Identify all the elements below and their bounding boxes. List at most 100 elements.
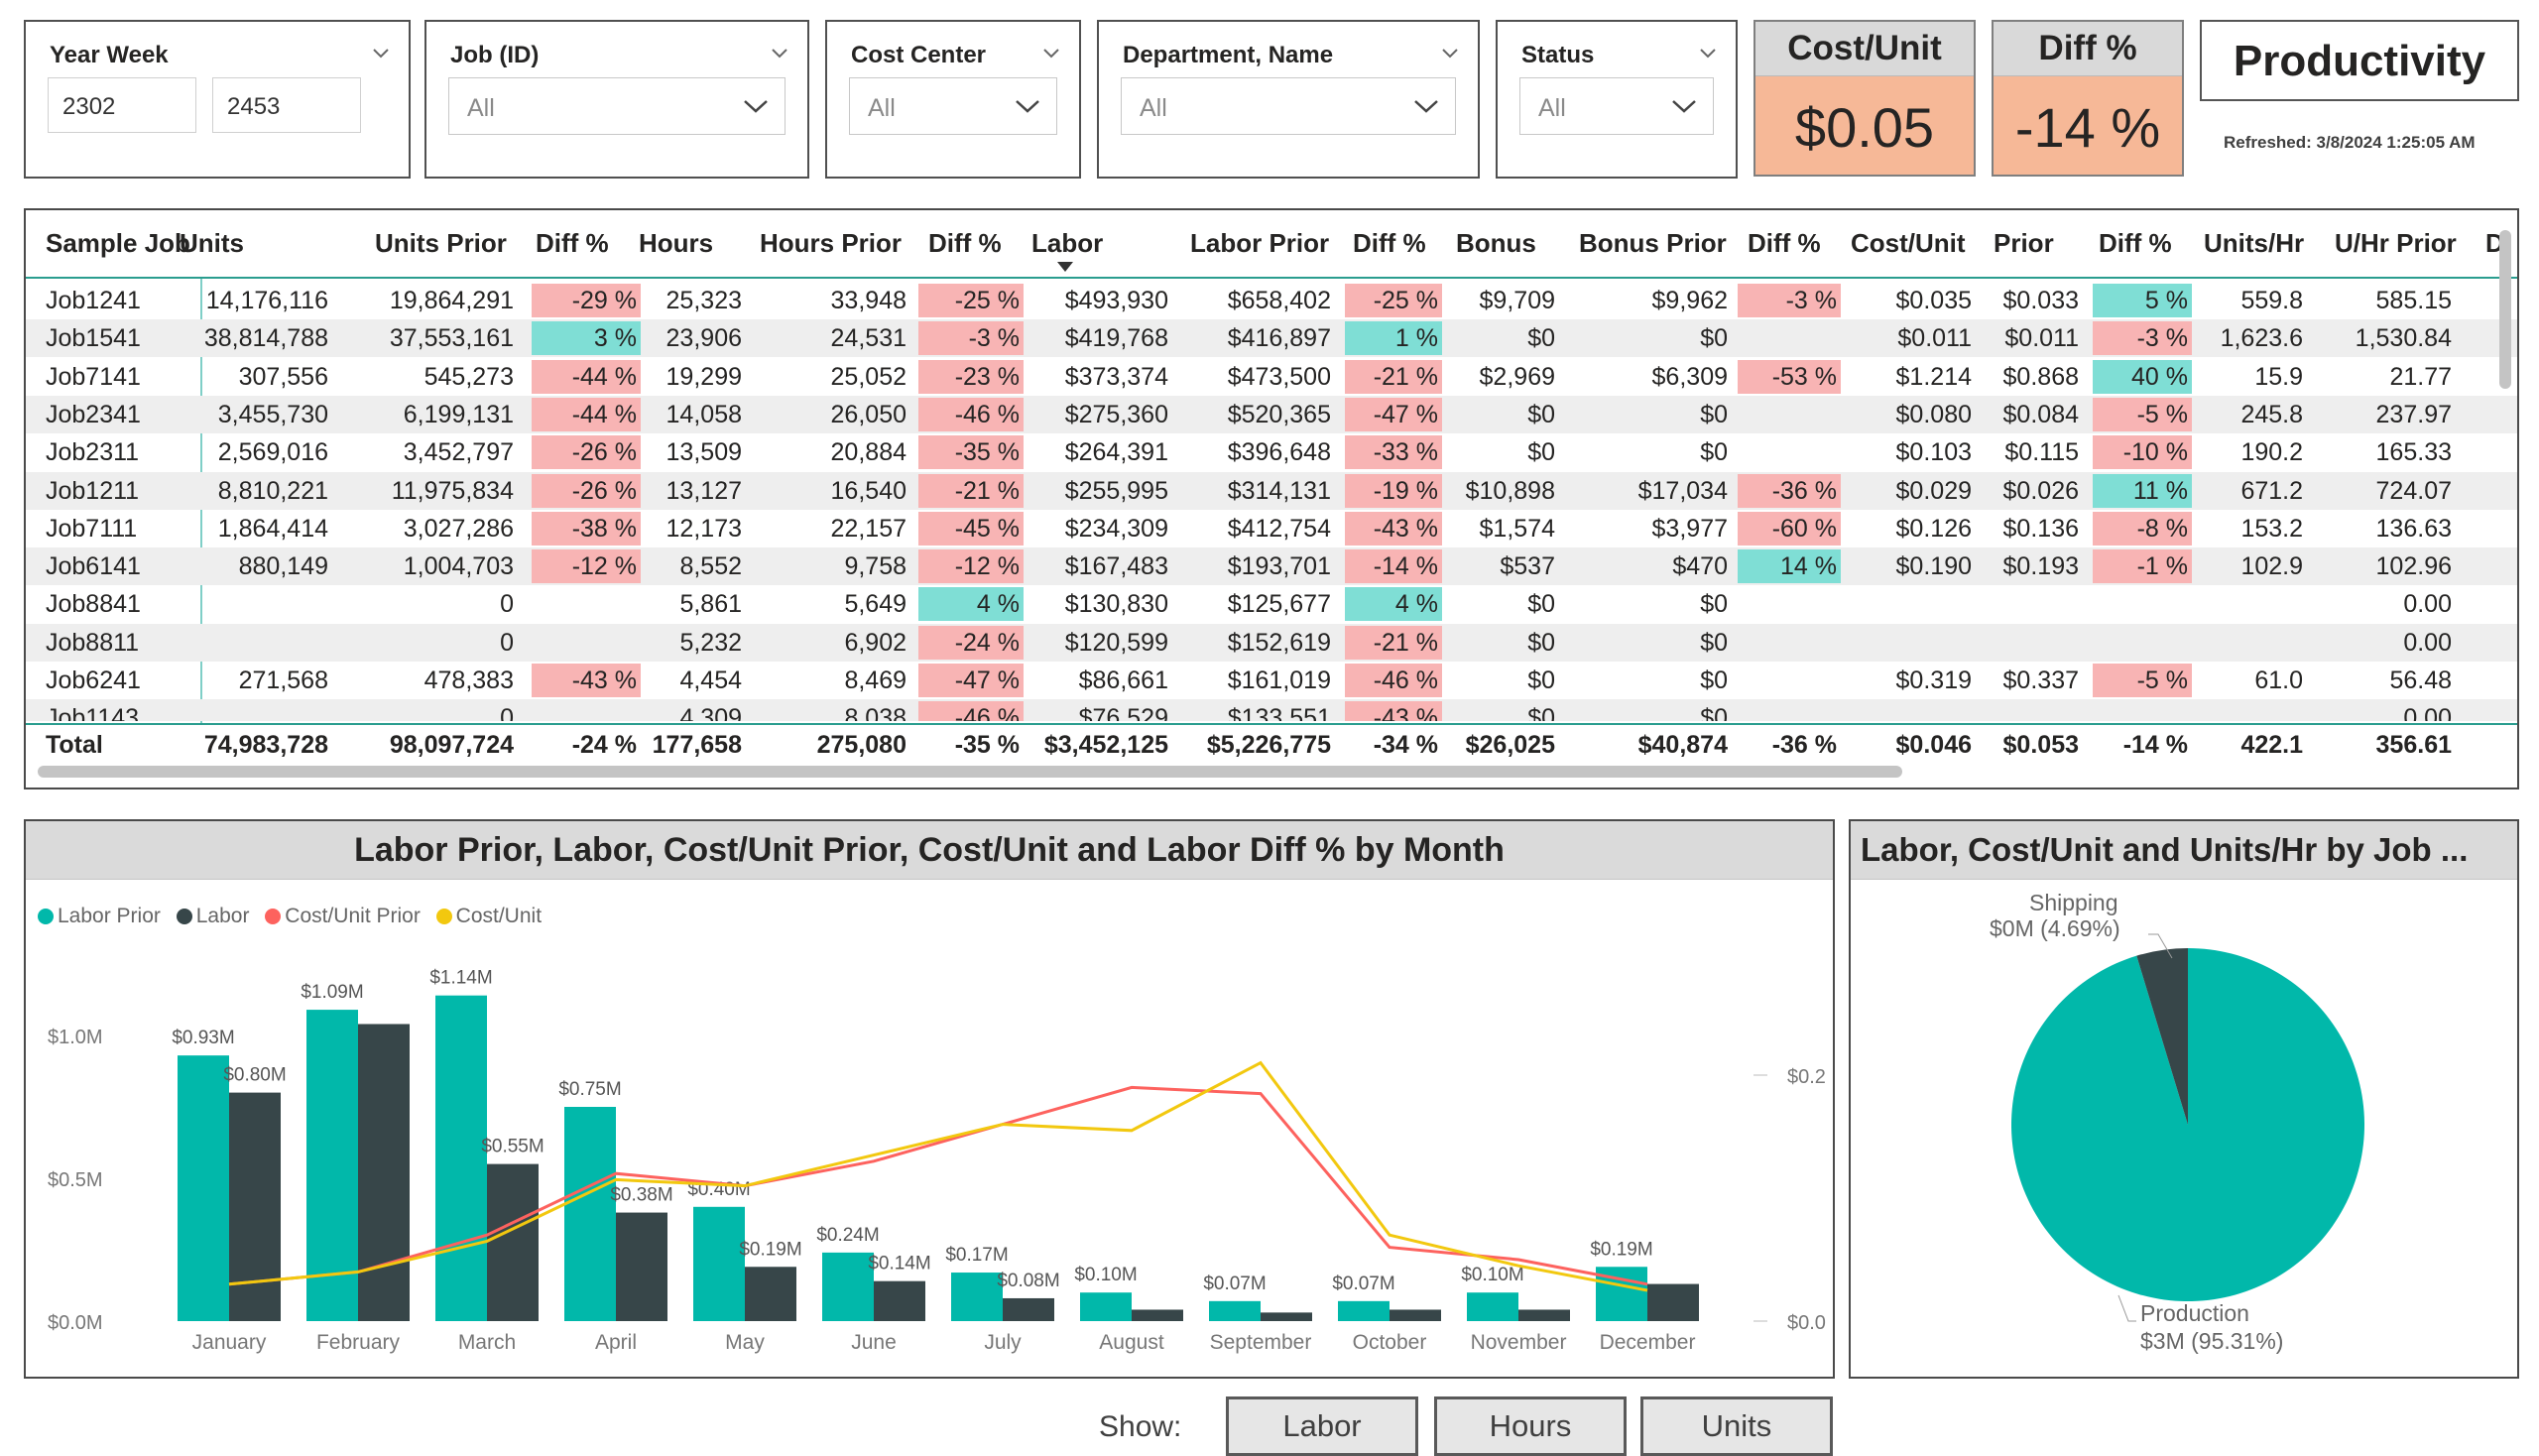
- department-slicer[interactable]: Department, Name All: [1097, 20, 1480, 179]
- data-label-labor-prior: $0.10M: [1074, 1265, 1137, 1285]
- column-header-bonus-diff[interactable]: Diff %: [1748, 228, 1821, 258]
- table-cell-cost-unit-prior: $0.193: [2002, 552, 2079, 581]
- total-cell-cost-unit-prior: $0.053: [2002, 731, 2079, 759]
- column-header-units-diff[interactable]: Diff %: [536, 228, 609, 258]
- table-cell-units: 1,864,414: [217, 514, 328, 543]
- bar-labor-prior: [822, 1252, 874, 1321]
- bar-labor-prior: [564, 1107, 616, 1321]
- sort-desc-icon[interactable]: [1057, 262, 1073, 272]
- table-cell-hours-diff: -24 %: [954, 628, 1020, 657]
- chevron-down-icon[interactable]: [371, 44, 391, 63]
- chevron-down-icon[interactable]: [1698, 44, 1718, 63]
- data-label-labor-prior: $0.07M: [1203, 1274, 1266, 1294]
- table-cell-units: 271,568: [238, 667, 328, 694]
- column-header-hours-diff[interactable]: Diff %: [928, 228, 1002, 258]
- year-week-slicer[interactable]: Year Week 2302 2453: [24, 20, 411, 179]
- diff-highlight: [532, 549, 641, 584]
- column-header-cost-unit-diff[interactable]: Diff %: [2099, 228, 2172, 258]
- show-units-button[interactable]: Units: [1640, 1396, 1833, 1456]
- column-header-labor-diff[interactable]: Diff %: [1353, 228, 1426, 258]
- diff-highlight: [2093, 664, 2192, 697]
- total-cell-units-diff: -24 %: [571, 731, 637, 759]
- table-cell-units-per-hour-prior: 165.33: [2375, 438, 2452, 467]
- table-row[interactable]: Job1241 14,176,116 19,864,291 -29 % 25,323 33…: [26, 282, 2517, 319]
- bar-labor: [229, 1092, 281, 1321]
- department-dropdown[interactable]: All: [1121, 77, 1456, 135]
- legend-labor-prior[interactable]: Labor Prior: [38, 905, 161, 928]
- table-row[interactable]: Job2311 2,569,016 3,452,797 -26 % 13,509 20,8…: [26, 433, 2517, 471]
- legend-cost-unit[interactable]: Cost/Unit: [435, 905, 542, 928]
- table-cell-labor-prior: $314,131: [1227, 476, 1331, 505]
- show-hours-button[interactable]: Hours: [1434, 1396, 1627, 1456]
- column-header-labor[interactable]: Labor: [1031, 228, 1104, 258]
- table-row[interactable]: Job8811 0 5,232 6,902 -24 % $120,599 $152,619 -…: [26, 623, 2517, 662]
- bar-labor: [1518, 1309, 1570, 1321]
- chevron-down-icon[interactable]: [1440, 44, 1460, 63]
- diff-highlight: [918, 625, 1024, 660]
- cost-unit-card: Cost/Unit $0.05: [1753, 20, 1976, 177]
- horizontal-scrollbar[interactable]: [38, 766, 1902, 778]
- chevron-down-icon[interactable]: [770, 44, 789, 63]
- cost-center-dropdown[interactable]: All: [849, 77, 1057, 135]
- column-header-bonus[interactable]: Bonus: [1456, 228, 1536, 258]
- table-row[interactable]: Job8841 0 5,861 5,649 4 % $130,830 $125,677 4 %…: [26, 585, 2517, 623]
- pie-leader-production: [2117, 1294, 2136, 1322]
- diff-highlight: [1345, 397, 1442, 431]
- column-header-hours-prior[interactable]: Hours Prior: [760, 228, 903, 258]
- column-header-cost-unit[interactable]: Cost/Unit: [1851, 228, 1966, 258]
- year-week-to-input[interactable]: 2453: [212, 77, 361, 133]
- job-id-dropdown[interactable]: All: [448, 77, 786, 135]
- table-cell-bonus: $0: [1527, 438, 1555, 467]
- table-row[interactable]: Job6141 880,149 1,004,703 -12 % 8,552 9,758 -1…: [26, 547, 2517, 586]
- job-id-slicer[interactable]: Job (ID) All: [424, 20, 809, 179]
- status-slicer[interactable]: Status All: [1496, 20, 1738, 179]
- table-cell-units-per-hour: 671.2: [2240, 476, 2303, 505]
- table-row[interactable]: Job2341 3,455,730 6,199,131 -44 % 14,058 26,0…: [26, 395, 2517, 433]
- table-row[interactable]: Job1541 38,814,788 37,553,161 3 % 23,906 24,5…: [26, 319, 2517, 358]
- column-header-cost-unit-prior[interactable]: Prior: [1994, 228, 2054, 258]
- table-cell-cost-unit: $0.190: [1895, 552, 1972, 581]
- table-cell-hours: 19,299: [665, 362, 742, 391]
- cost-center-slicer[interactable]: Cost Center All: [825, 20, 1081, 179]
- table-row[interactable]: Job6241 271,568 478,383 -43 % 4,454 8,469 -47 …: [26, 662, 2517, 699]
- total-cell-units-per-hour-prior: 356.61: [2375, 731, 2452, 759]
- column-header-units-prior[interactable]: Units Prior: [375, 228, 507, 258]
- bar-labor: [874, 1280, 925, 1321]
- table-cell-units-per-hour: 61.0: [2254, 667, 2303, 694]
- legend-cost-unit-prior[interactable]: Cost/Unit Prior: [265, 905, 421, 928]
- column-header-sample-job[interactable]: Sample Job: [46, 228, 190, 258]
- table-cell-sample-job: Job1143: [46, 704, 140, 722]
- data-label-labor-prior: $1.14M: [429, 968, 492, 989]
- table-cell-bonus-prior: $17,034: [1637, 476, 1728, 505]
- chevron-down-icon[interactable]: [1041, 44, 1061, 63]
- table-cell-cost-unit-diff: -5 %: [2136, 400, 2188, 428]
- show-labor-button[interactable]: Labor: [1226, 1396, 1418, 1456]
- refresh-timestamp: Refreshed: 3/8/2024 1:25:05 AM: [2224, 133, 2476, 152]
- table-row[interactable]: Job1211 8,810,221 11,975,834 -26 % 13,127 16,…: [26, 471, 2517, 510]
- diff-highlight: [1738, 511, 1841, 546]
- table-cell-labor-prior: $473,500: [1227, 362, 1331, 391]
- column-header-bonus-prior[interactable]: Bonus Prior: [1579, 228, 1727, 258]
- bar-labor-prior: [1467, 1292, 1518, 1321]
- x-axis-tick-label: July: [984, 1331, 1022, 1354]
- table-cell-bonus-diff: 14 %: [1780, 552, 1837, 581]
- year-week-from-input[interactable]: 2302: [48, 77, 196, 133]
- column-header-hours[interactable]: Hours: [639, 228, 714, 258]
- table-row[interactable]: Job1143 0 4,309 8,038 -46 % $76,529 $133,551 -4…: [26, 699, 2517, 722]
- column-header-labor-prior[interactable]: Labor Prior: [1190, 228, 1330, 258]
- status-dropdown[interactable]: All: [1519, 77, 1714, 135]
- total-cell-hours: 177,658: [652, 731, 742, 759]
- productivity-table[interactable]: Sample Job Units Units Prior Diff % Hours Hou…: [24, 208, 2519, 789]
- monthly-chart-plot: $0.0M $0.5M $1.0M $0.0 $0.2 $0.93M $0.80M Janua…: [48, 968, 1826, 1354]
- column-header-units-per-hour[interactable]: Units/Hr: [2204, 228, 2305, 258]
- column-header-units[interactable]: Units: [180, 228, 244, 258]
- vertical-scrollbar[interactable]: [2499, 230, 2511, 389]
- table-cell-bonus: $9,709: [1479, 287, 1555, 314]
- table-row[interactable]: Job7111 1,864,414 3,027,286 -38 % 12,173 22,1…: [26, 510, 2517, 547]
- table-cell-hours: 25,323: [665, 287, 742, 314]
- table-cell-bonus-prior: $0: [1700, 667, 1728, 694]
- table-row[interactable]: Job7141 307,556 545,273 -44 % 19,299 25,052 -2…: [26, 358, 2517, 396]
- diff-highlight: [2093, 549, 2192, 584]
- column-header-units-per-hour-prior[interactable]: U/Hr Prior: [2335, 228, 2457, 258]
- legend-labor[interactable]: Labor: [176, 905, 249, 928]
